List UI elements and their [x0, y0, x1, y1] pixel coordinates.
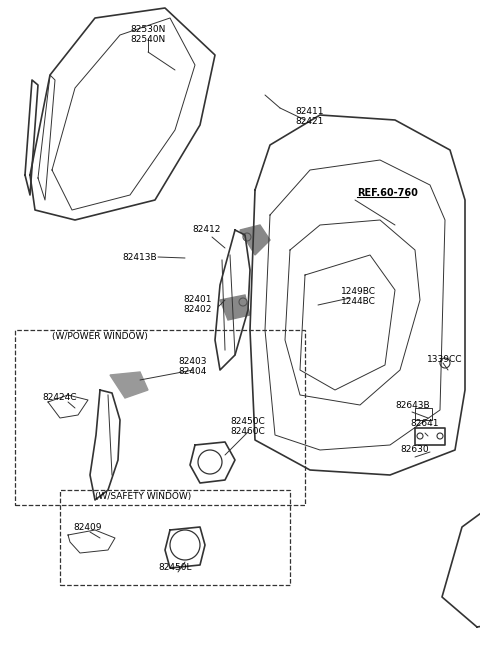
Text: 82402: 82402	[184, 306, 212, 315]
Text: 82450C: 82450C	[230, 417, 265, 426]
Text: 82641: 82641	[411, 419, 439, 428]
Polygon shape	[220, 295, 250, 320]
Text: 1339CC: 1339CC	[427, 355, 463, 365]
Text: 82450L: 82450L	[158, 564, 192, 572]
Text: 1249BC: 1249BC	[340, 288, 375, 296]
Polygon shape	[110, 372, 148, 398]
Bar	[15, 330, 305, 505]
Text: (W/POWER WINDOW): (W/POWER WINDOW)	[52, 332, 148, 342]
Text: 82460C: 82460C	[230, 428, 265, 436]
Bar	[60, 490, 290, 585]
Polygon shape	[240, 225, 270, 255]
Text: 82540N: 82540N	[131, 35, 166, 45]
Text: 1244BC: 1244BC	[341, 298, 375, 307]
Text: 82403: 82403	[179, 357, 207, 367]
Text: 82404: 82404	[179, 367, 207, 376]
Text: 82421: 82421	[296, 118, 324, 127]
Text: 82530N: 82530N	[130, 26, 166, 35]
Text: 82424C: 82424C	[43, 394, 77, 403]
Text: 82409: 82409	[74, 522, 102, 532]
Text: 82630: 82630	[401, 445, 429, 455]
Text: 82401: 82401	[184, 296, 212, 304]
Text: REF.60-760: REF.60-760	[357, 188, 418, 198]
Text: 82643B: 82643B	[396, 401, 430, 409]
Text: 82412: 82412	[193, 225, 221, 235]
Text: 82413B: 82413B	[123, 252, 157, 261]
Text: 82411: 82411	[296, 108, 324, 116]
Text: (W/SAFETY WINDOW): (W/SAFETY WINDOW)	[95, 493, 191, 501]
